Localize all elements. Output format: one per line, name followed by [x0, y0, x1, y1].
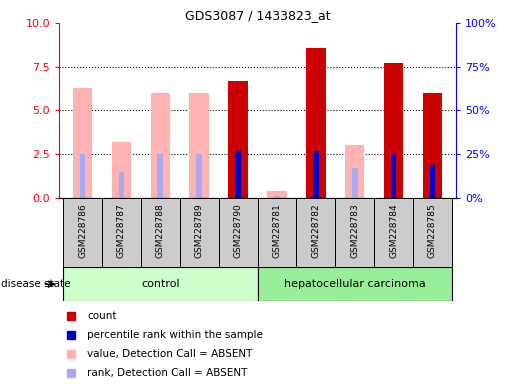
Bar — [112, 142, 131, 198]
Bar — [352, 168, 357, 198]
Bar — [150, 93, 170, 198]
Bar — [63, 267, 258, 301]
Text: value, Detection Call = ABSENT: value, Detection Call = ABSENT — [87, 349, 252, 359]
Text: GSM228790: GSM228790 — [234, 203, 243, 258]
Text: GSM228785: GSM228785 — [428, 203, 437, 258]
Text: percentile rank within the sample: percentile rank within the sample — [87, 330, 263, 340]
Bar — [335, 198, 374, 267]
Bar — [306, 48, 325, 198]
Text: count: count — [87, 311, 116, 321]
Bar — [296, 198, 335, 267]
Text: GSM228789: GSM228789 — [195, 203, 204, 258]
Bar — [235, 151, 241, 198]
Bar — [190, 93, 209, 198]
Bar — [80, 154, 85, 198]
Bar — [73, 88, 92, 198]
Bar — [313, 151, 319, 198]
Bar — [63, 198, 102, 267]
Text: disease state: disease state — [1, 279, 71, 289]
Bar — [384, 63, 403, 198]
Bar — [118, 172, 124, 198]
Bar — [423, 93, 442, 198]
Bar — [180, 198, 219, 267]
Bar — [196, 154, 202, 198]
Bar — [258, 267, 452, 301]
Bar — [274, 196, 280, 198]
Text: GSM228781: GSM228781 — [272, 203, 281, 258]
Text: rank, Detection Call = ABSENT: rank, Detection Call = ABSENT — [87, 368, 247, 378]
Text: GSM228783: GSM228783 — [350, 203, 359, 258]
Text: GSM228786: GSM228786 — [78, 203, 87, 258]
Text: hepatocellular carcinoma: hepatocellular carcinoma — [284, 279, 425, 289]
Text: control: control — [141, 279, 180, 289]
Text: GSM228782: GSM228782 — [311, 203, 320, 258]
Bar — [141, 198, 180, 267]
Bar — [219, 198, 258, 267]
Bar — [267, 191, 287, 198]
Text: GSM228788: GSM228788 — [156, 203, 165, 258]
Bar — [345, 146, 365, 198]
Bar — [413, 198, 452, 267]
Text: GSM228787: GSM228787 — [117, 203, 126, 258]
Bar — [258, 198, 296, 267]
Bar — [391, 154, 397, 198]
Bar — [374, 198, 413, 267]
Bar — [228, 81, 248, 198]
Bar — [158, 154, 163, 198]
Title: GDS3087 / 1433823_at: GDS3087 / 1433823_at — [185, 9, 330, 22]
Text: GSM228784: GSM228784 — [389, 203, 398, 258]
Bar — [102, 198, 141, 267]
Bar — [430, 165, 435, 198]
